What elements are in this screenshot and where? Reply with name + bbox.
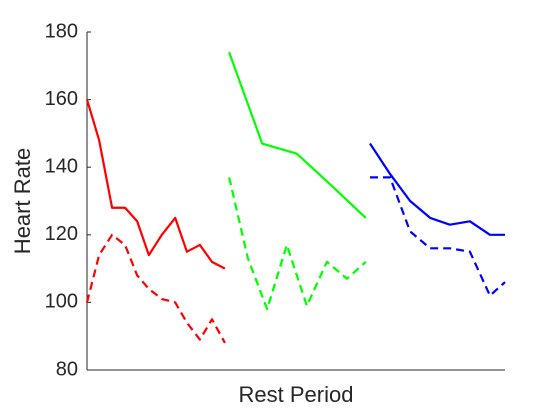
y-tick-label: 160 bbox=[45, 88, 78, 110]
y-axis-label: Heart Rate bbox=[10, 148, 35, 254]
series-line bbox=[85, 99, 226, 270]
y-tick-label: 80 bbox=[56, 358, 78, 380]
series-line bbox=[85, 233, 226, 344]
series-line bbox=[228, 51, 367, 219]
x-axis-label: Rest Period bbox=[239, 382, 354, 407]
series-line bbox=[228, 177, 367, 311]
series-line bbox=[369, 142, 505, 236]
series-line bbox=[369, 176, 506, 297]
y-tick-label: 100 bbox=[45, 291, 78, 313]
y-tick-label: 120 bbox=[45, 223, 78, 245]
y-tick-label: 140 bbox=[45, 155, 78, 177]
y-tick-label: 180 bbox=[45, 20, 78, 42]
